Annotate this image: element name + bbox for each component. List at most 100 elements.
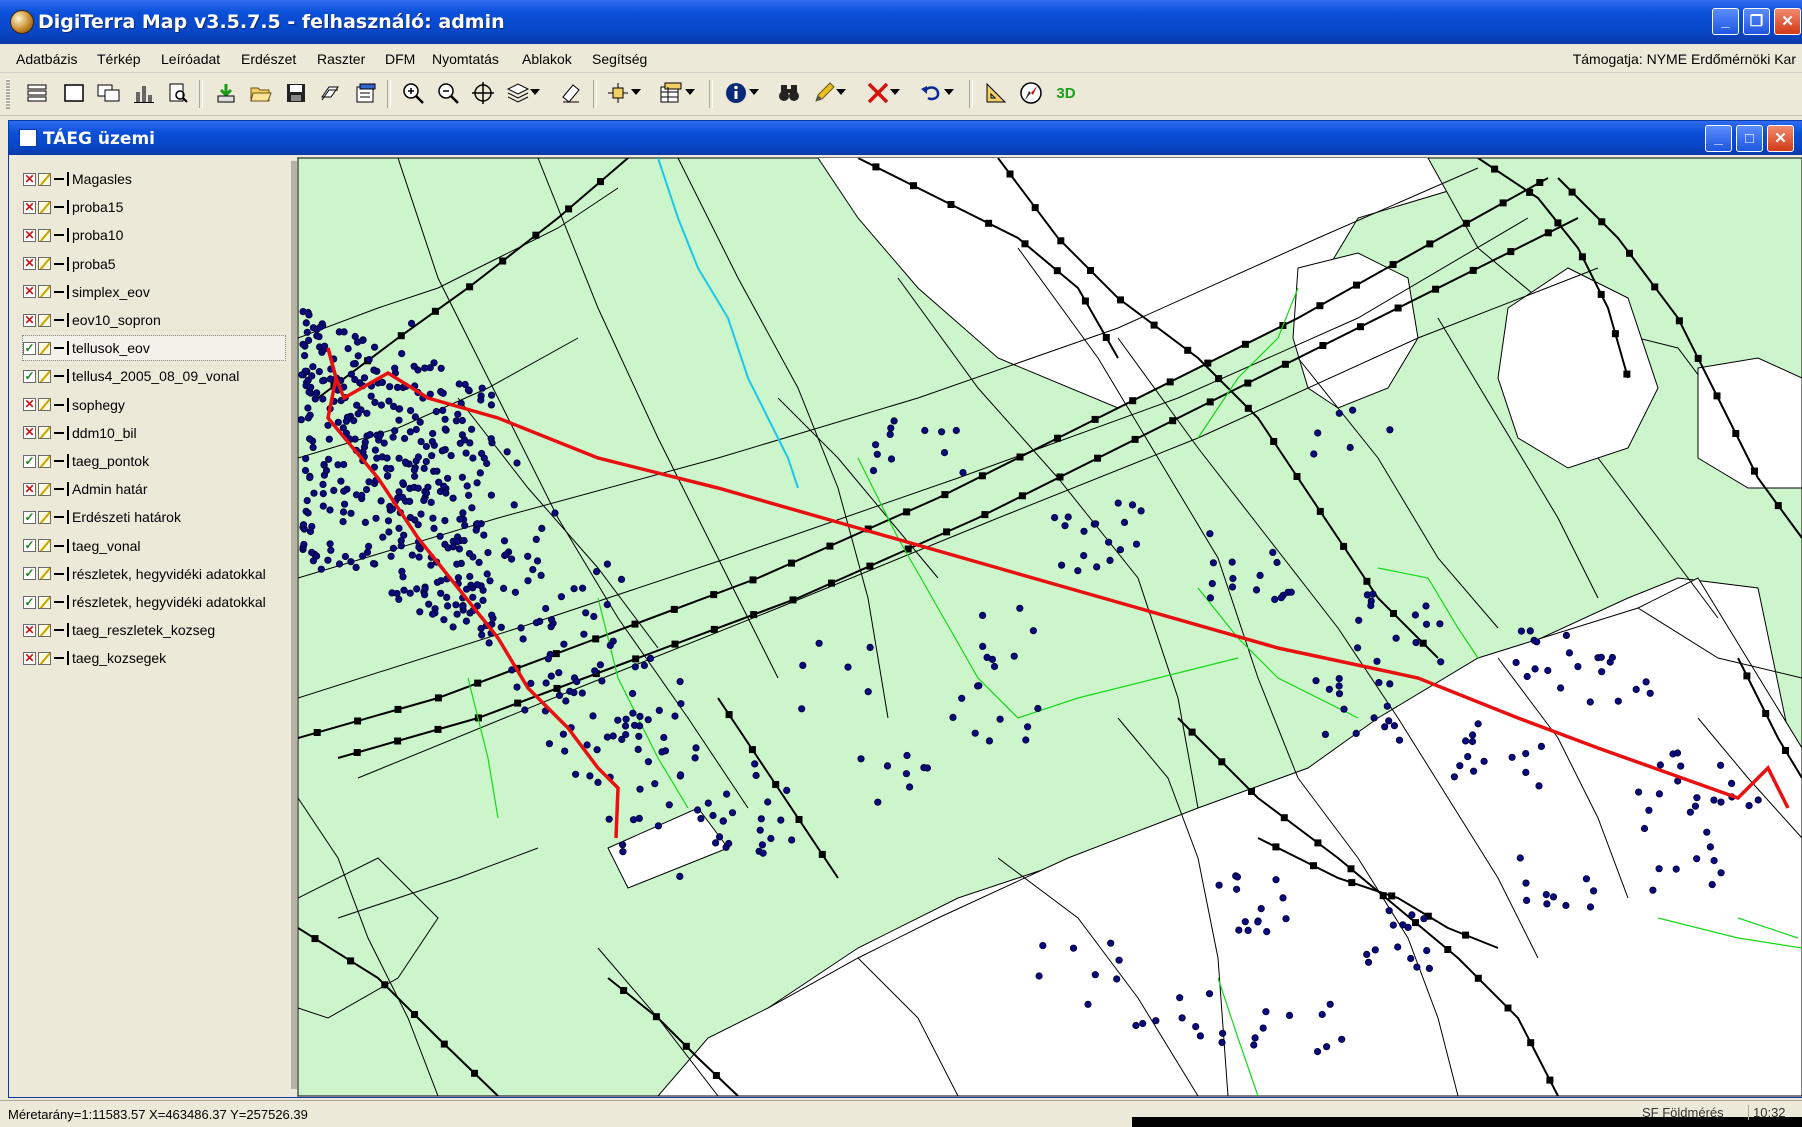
layer-visibility-checkbox[interactable]: ✕ [23, 397, 36, 412]
save-icon[interactable] [282, 79, 310, 107]
child-minimize-button[interactable]: _ [1705, 125, 1732, 152]
layer-edit-pencil-icon[interactable] [38, 341, 51, 355]
layer-visibility-checkbox[interactable]: ✕ [23, 227, 36, 242]
restore-button[interactable]: ❐ [1743, 8, 1770, 35]
layer-row[interactable]: ✓ tellusok_eov [22, 335, 286, 362]
menu-erdeszet[interactable]: Erdészet [241, 51, 297, 67]
pan-crosshair-icon[interactable] [469, 79, 497, 107]
layer-edit-pencil-icon[interactable] [38, 426, 51, 440]
export-icon[interactable] [316, 79, 344, 107]
layer-visibility-checkbox[interactable]: ✕ [23, 284, 36, 299]
delete-dropdown-icon[interactable] [888, 79, 902, 107]
layer-visibility-checkbox[interactable]: ✕ [23, 622, 36, 637]
layer-visibility-checkbox[interactable]: ✕ [23, 312, 36, 327]
minimize-button[interactable]: _ [1712, 8, 1739, 35]
layer-row[interactable]: ✕ simplex_eov [23, 280, 285, 304]
layer-row[interactable]: ✕ taeg_reszletek_kozseg [23, 618, 285, 642]
layer-row[interactable]: ✓ taeg_vonal [23, 534, 285, 558]
layer-row[interactable]: ✕ proba15 [23, 195, 285, 219]
app-globe-icon[interactable] [10, 10, 34, 34]
child-title-bar[interactable]: TÁEG üzemi _ □ ✕ [9, 121, 1802, 155]
layer-edit-pencil-icon[interactable] [38, 482, 51, 496]
layer-edit-pencil-icon[interactable] [38, 623, 51, 637]
layer-edit-pencil-icon[interactable] [38, 313, 51, 327]
layer-visibility-checkbox[interactable]: ✕ [23, 171, 36, 186]
table-dropdown-icon[interactable] [683, 79, 697, 107]
layer-edit-pencil-icon[interactable] [38, 257, 51, 271]
properties-icon[interactable] [352, 79, 380, 107]
menu-segitseg[interactable]: Segítség [592, 51, 648, 67]
layer-edit-pencil-icon[interactable] [38, 539, 51, 553]
rectangle-icon[interactable] [60, 79, 88, 107]
layer-edit-pencil-icon[interactable] [38, 285, 51, 299]
layer-row[interactable]: ✕ sophegy [23, 393, 285, 417]
print-preview-icon[interactable] [164, 79, 192, 107]
layer-visibility-checkbox[interactable]: ✓ [23, 453, 36, 468]
layer-stack-icon[interactable] [504, 79, 532, 107]
open-folder-icon[interactable] [247, 79, 275, 107]
zoom-out-icon[interactable] [434, 79, 462, 107]
menu-leiroadat[interactable]: Leíróadat [161, 51, 221, 67]
layer-row[interactable]: ✕ proba10 [23, 223, 285, 247]
menu-adatbazis[interactable]: Adatbázis [16, 51, 78, 67]
menu-terkep[interactable]: Térkép [97, 51, 141, 67]
layer-edit-pencil-icon[interactable] [38, 200, 51, 214]
layer-row[interactable]: ✕ eov10_sopron [23, 308, 285, 332]
close-button[interactable]: ✕ [1774, 8, 1801, 35]
layer-row[interactable]: ✕ taeg_kozsegek [23, 646, 285, 670]
layer-stack-dropdown-icon[interactable] [528, 79, 542, 107]
layer-visibility-checkbox[interactable]: ✓ [23, 538, 36, 553]
layer-row[interactable]: ✕ proba5 [23, 252, 285, 276]
info-icon[interactable] [722, 79, 750, 107]
pencil-icon[interactable] [810, 79, 838, 107]
layer-row[interactable]: ✕ Magasles [23, 167, 285, 191]
menu-raszter[interactable]: Raszter [317, 51, 366, 67]
layer-edit-pencil-icon[interactable] [38, 369, 51, 383]
layer-row[interactable]: ✓ Erdészeti határok [23, 505, 285, 529]
menu-dfm[interactable]: DFM [385, 51, 416, 67]
layer-visibility-checkbox[interactable]: ✕ [23, 425, 36, 440]
layer-row[interactable]: ✓ tellus4_2005_08_09_vonal [23, 364, 285, 388]
table-icon[interactable] [657, 79, 685, 107]
layer-row[interactable]: ✕ ddm10_bil [23, 421, 285, 445]
layer-edit-pencil-icon[interactable] [38, 398, 51, 412]
info-dropdown-icon[interactable] [747, 79, 761, 107]
layer-edit-pencil-icon[interactable] [38, 567, 51, 581]
layer-visibility-checkbox[interactable]: ✓ [23, 509, 36, 524]
menu-ablakok[interactable]: Ablakok [522, 51, 572, 67]
select-icon[interactable] [604, 79, 632, 107]
menu-nyomtatas[interactable]: Nyomtatás [432, 51, 499, 67]
child-maximize-button[interactable]: □ [1736, 125, 1763, 152]
layer-visibility-checkbox[interactable]: ✕ [23, 256, 36, 271]
window-icon[interactable] [95, 79, 123, 107]
layer-visibility-checkbox[interactable]: ✓ [23, 340, 36, 355]
layer-edit-pencil-icon[interactable] [38, 510, 51, 524]
toolbar-grip[interactable] [6, 79, 10, 109]
layer-edit-pencil-icon[interactable] [38, 172, 51, 186]
delete-icon[interactable] [864, 79, 892, 107]
layer-visibility-checkbox[interactable]: ✕ [23, 199, 36, 214]
layer-edit-pencil-icon[interactable] [38, 454, 51, 468]
layer-edit-pencil-icon[interactable] [38, 228, 51, 242]
compass-icon[interactable] [1017, 79, 1045, 107]
layer-visibility-checkbox[interactable]: ✓ [23, 566, 36, 581]
layer-visibility-checkbox[interactable]: ✓ [23, 368, 36, 383]
measure-icon[interactable] [982, 79, 1010, 107]
layer-row[interactable]: ✓ részletek, hegyvidéki adatokkal [23, 562, 285, 586]
layer-row[interactable]: ✕ Admin határ [23, 477, 285, 501]
import-icon[interactable] [212, 79, 240, 107]
layer-edit-pencil-icon[interactable] [38, 651, 51, 665]
chart-icon[interactable] [130, 79, 158, 107]
undo-dropdown-icon[interactable] [942, 79, 956, 107]
3d-icon[interactable]: 3D [1056, 84, 1076, 102]
title-bar[interactable]: DigiTerra Map v3.5.7.5 - felhasználó: ad… [0, 0, 1802, 44]
select-dropdown-icon[interactable] [629, 79, 643, 107]
pencil-dropdown-icon[interactable] [834, 79, 848, 107]
map-canvas[interactable] [297, 157, 1802, 1097]
layer-edit-pencil-icon[interactable] [38, 595, 51, 609]
layer-row[interactable]: ✓ részletek, hegyvidéki adatokkal [23, 590, 285, 614]
binoculars-icon[interactable] [775, 79, 803, 107]
layer-visibility-checkbox[interactable]: ✓ [23, 594, 36, 609]
layer-visibility-checkbox[interactable]: ✕ [23, 650, 36, 665]
child-close-button[interactable]: ✕ [1767, 125, 1794, 152]
